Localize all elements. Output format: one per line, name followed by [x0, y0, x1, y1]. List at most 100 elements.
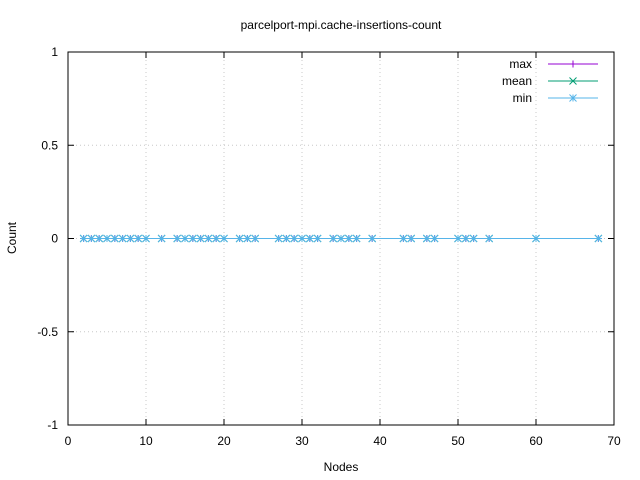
data-point-min	[454, 234, 462, 243]
data-point-min-d2	[485, 234, 494, 243]
data-point-min-d2	[126, 234, 135, 243]
data-point-min	[204, 234, 213, 243]
legend-marker	[569, 60, 577, 68]
legend-label: mean	[502, 74, 532, 88]
data-point-min	[430, 234, 439, 243]
data-point-min-d2	[469, 234, 478, 243]
data-point-min	[95, 234, 104, 243]
data-point-min	[313, 234, 322, 243]
legend-marker-d2	[569, 94, 577, 102]
data-point-min	[173, 234, 182, 243]
data-point-min	[422, 234, 431, 243]
data-point-min-d2	[368, 234, 377, 243]
legend-marker-d2	[569, 77, 577, 85]
data-point-min-d2	[532, 234, 540, 243]
data-point-min-d2	[344, 234, 353, 243]
data-point-min	[103, 234, 111, 243]
x-tick-label: 70	[607, 434, 621, 448]
data-point-min	[142, 234, 150, 243]
data-point-min	[290, 234, 299, 243]
x-tick-label: 30	[295, 434, 309, 448]
data-point-min-d2	[251, 234, 260, 243]
data-point-min-d2	[352, 234, 361, 243]
tick-layer: 0 10 20 30 40 50 60 70 -1 -0.5 0 0.5 1	[37, 45, 621, 448]
plot-frame	[67, 51, 615, 426]
data-point-min	[305, 234, 314, 243]
data-point-min	[251, 234, 260, 243]
data-point-min-d2	[313, 234, 322, 243]
y-axis-label: Count	[5, 221, 19, 254]
x-tick-label: 20	[217, 434, 231, 448]
data-point-min-d2	[337, 234, 345, 243]
data-point-min-d2	[329, 234, 338, 243]
data-point-min	[469, 234, 478, 243]
data-point-min-d2	[173, 234, 182, 243]
y-tick-label: -1	[47, 418, 58, 432]
data-point-min-d2	[430, 234, 439, 243]
data-point-min	[79, 234, 88, 243]
x-axis-label: Nodes	[324, 460, 359, 474]
data-point-min-d2	[282, 234, 291, 243]
data-point-min-d2	[181, 234, 189, 243]
data-point-min	[157, 234, 166, 243]
y-tick-label: 0	[51, 232, 58, 246]
data-point-min-d2	[454, 234, 462, 243]
data-point-min-d2	[103, 234, 111, 243]
data-point-min	[337, 234, 345, 243]
x-tick-label: 40	[373, 434, 387, 448]
data-point-min-d2	[594, 234, 603, 243]
legend-item-max: max	[509, 57, 598, 71]
data-point-min-d2	[235, 234, 244, 243]
data-point-min	[181, 234, 189, 243]
data-point-min-d2	[188, 234, 197, 243]
x-tick-label: 0	[65, 434, 72, 448]
data-point-min-d2	[399, 234, 408, 243]
data-point-min	[344, 234, 353, 243]
legend-item-min: min	[513, 91, 598, 105]
data-point-min-d2	[196, 234, 205, 243]
data-point-min	[532, 234, 540, 243]
data-point-min	[594, 234, 603, 243]
legend-label: min	[513, 91, 532, 105]
data-point-min-d2	[212, 234, 221, 243]
data-point-min-d2	[79, 234, 88, 243]
data-point-min-d2	[298, 234, 306, 243]
y-tick-label: 0.5	[41, 138, 58, 152]
data-point-min	[126, 234, 135, 243]
data-point-min	[329, 234, 338, 243]
data-point-min	[243, 234, 252, 243]
data-point-min	[220, 234, 228, 243]
data-point-min	[298, 234, 306, 243]
data-point-min-d2	[407, 234, 416, 243]
data-point-min-d2	[274, 234, 283, 243]
data-point-min-d2	[305, 234, 314, 243]
data-point-min-d2	[157, 234, 166, 243]
data-point-min-d2	[422, 234, 431, 243]
data-point-min	[110, 234, 119, 243]
data-point-min-d2	[134, 234, 143, 243]
legend-item-mean: mean	[502, 74, 598, 88]
data-point-min	[235, 234, 244, 243]
data-point-min	[196, 234, 205, 243]
legend-marker	[569, 77, 577, 85]
x-tick-label: 10	[139, 434, 153, 448]
series-layer	[79, 234, 603, 243]
data-point-min-d2	[243, 234, 252, 243]
data-point-min	[87, 234, 96, 243]
chart-title: parcelport-mpi.cache-insertions-count	[241, 18, 442, 32]
data-point-min-d2	[87, 234, 96, 243]
data-point-min-d2	[461, 234, 470, 243]
legend-label: max	[509, 57, 532, 71]
data-point-min	[134, 234, 143, 243]
data-point-min	[399, 234, 408, 243]
data-point-min	[118, 234, 127, 243]
data-point-min	[282, 234, 291, 243]
data-point-min-d2	[118, 234, 127, 243]
legend-marker	[569, 94, 577, 102]
data-point-min	[461, 234, 470, 243]
data-point-min	[188, 234, 197, 243]
data-point-min-d2	[220, 234, 228, 243]
y-tick-label: 1	[51, 45, 58, 59]
legend: max mean min	[502, 57, 598, 105]
